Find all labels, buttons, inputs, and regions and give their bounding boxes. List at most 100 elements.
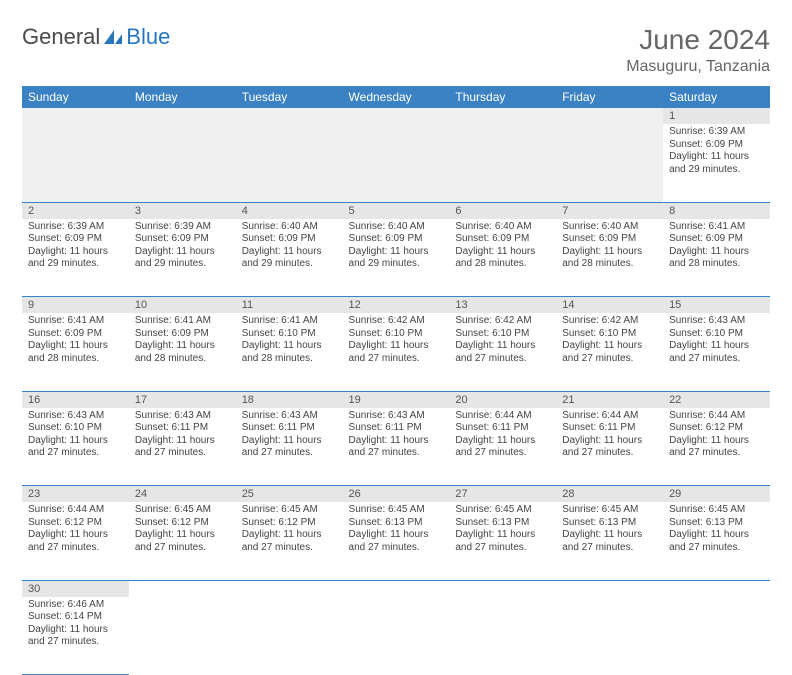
week-row: Sunrise: 6:41 AMSunset: 6:09 PMDaylight:… (22, 313, 770, 391)
day-sunset: Sunset: 6:14 PM (28, 611, 123, 624)
day-day2: and 29 minutes. (349, 258, 444, 271)
day-day1: Daylight: 11 hours (242, 246, 337, 259)
day-day1: Daylight: 11 hours (135, 529, 230, 542)
day-day1: Daylight: 11 hours (135, 340, 230, 353)
day-sunset: Sunset: 6:12 PM (242, 517, 337, 530)
day-cell: Sunrise: 6:39 AMSunset: 6:09 PMDaylight:… (663, 124, 770, 202)
day-number (449, 108, 556, 124)
day-sunrise: Sunrise: 6:39 AM (135, 221, 230, 234)
day-day2: and 27 minutes. (455, 542, 550, 555)
day-sunrise: Sunrise: 6:45 AM (669, 504, 764, 517)
day-number: 17 (129, 391, 236, 408)
day-day2: and 27 minutes. (669, 353, 764, 366)
day-day2: and 27 minutes. (135, 542, 230, 555)
logo: General Blue (22, 24, 170, 50)
daynum-row: 9101112131415 (22, 297, 770, 314)
weekday-header-row: Sunday Monday Tuesday Wednesday Thursday… (22, 86, 770, 108)
day-number: 2 (22, 202, 129, 219)
weekday-header: Tuesday (236, 86, 343, 108)
day-sunset: Sunset: 6:10 PM (242, 328, 337, 341)
day-cell (129, 597, 236, 675)
day-cell (236, 124, 343, 202)
day-day2: and 27 minutes. (562, 542, 657, 555)
daynum-row: 30 (22, 580, 770, 597)
day-sunrise: Sunrise: 6:40 AM (455, 221, 550, 234)
day-sunrise: Sunrise: 6:41 AM (28, 315, 123, 328)
day-sunrise: Sunrise: 6:44 AM (562, 410, 657, 423)
day-sunset: Sunset: 6:13 PM (562, 517, 657, 530)
day-sunrise: Sunrise: 6:41 AM (242, 315, 337, 328)
day-cell: Sunrise: 6:42 AMSunset: 6:10 PMDaylight:… (343, 313, 450, 391)
daynum-row: 1 (22, 108, 770, 124)
day-number: 13 (449, 297, 556, 314)
day-cell: Sunrise: 6:45 AMSunset: 6:13 PMDaylight:… (449, 502, 556, 580)
day-sunrise: Sunrise: 6:46 AM (28, 599, 123, 612)
day-sunrise: Sunrise: 6:40 AM (349, 221, 444, 234)
day-number: 18 (236, 391, 343, 408)
weekday-header: Saturday (663, 86, 770, 108)
day-sunset: Sunset: 6:13 PM (669, 517, 764, 530)
day-day2: and 28 minutes. (242, 353, 337, 366)
day-day2: and 27 minutes. (28, 636, 123, 649)
day-day2: and 27 minutes. (242, 447, 337, 460)
day-sunrise: Sunrise: 6:39 AM (669, 126, 764, 139)
day-number (22, 108, 129, 124)
day-day1: Daylight: 11 hours (28, 340, 123, 353)
day-sunrise: Sunrise: 6:40 AM (242, 221, 337, 234)
day-sunset: Sunset: 6:09 PM (669, 233, 764, 246)
day-day2: and 27 minutes. (562, 447, 657, 460)
day-day1: Daylight: 11 hours (28, 529, 123, 542)
day-day1: Daylight: 11 hours (135, 246, 230, 259)
day-number: 29 (663, 486, 770, 503)
daynum-row: 23242526272829 (22, 486, 770, 503)
day-day2: and 27 minutes. (349, 542, 444, 555)
day-sunset: Sunset: 6:09 PM (135, 328, 230, 341)
day-number (343, 108, 450, 124)
day-number: 24 (129, 486, 236, 503)
day-cell: Sunrise: 6:43 AMSunset: 6:11 PMDaylight:… (129, 408, 236, 486)
day-day1: Daylight: 11 hours (242, 529, 337, 542)
day-number: 10 (129, 297, 236, 314)
day-day2: and 27 minutes. (669, 542, 764, 555)
day-number: 3 (129, 202, 236, 219)
day-number: 21 (556, 391, 663, 408)
day-sunrise: Sunrise: 6:44 AM (28, 504, 123, 517)
day-sunrise: Sunrise: 6:44 AM (455, 410, 550, 423)
day-day2: and 27 minutes. (135, 447, 230, 460)
weekday-header: Thursday (449, 86, 556, 108)
day-sunrise: Sunrise: 6:42 AM (349, 315, 444, 328)
day-sunset: Sunset: 6:11 PM (455, 422, 550, 435)
day-number: 27 (449, 486, 556, 503)
day-number: 28 (556, 486, 663, 503)
day-cell (449, 597, 556, 675)
day-day2: and 27 minutes. (242, 542, 337, 555)
daynum-row: 16171819202122 (22, 391, 770, 408)
day-sunset: Sunset: 6:12 PM (135, 517, 230, 530)
day-number: 9 (22, 297, 129, 314)
day-number: 19 (343, 391, 450, 408)
day-day2: and 28 minutes. (135, 353, 230, 366)
day-cell: Sunrise: 6:40 AMSunset: 6:09 PMDaylight:… (236, 219, 343, 297)
day-sunset: Sunset: 6:09 PM (349, 233, 444, 246)
weekday-header: Sunday (22, 86, 129, 108)
day-sunrise: Sunrise: 6:45 AM (242, 504, 337, 517)
day-sunrise: Sunrise: 6:45 AM (135, 504, 230, 517)
day-cell: Sunrise: 6:41 AMSunset: 6:09 PMDaylight:… (22, 313, 129, 391)
day-sunset: Sunset: 6:09 PM (669, 139, 764, 152)
day-sunset: Sunset: 6:09 PM (242, 233, 337, 246)
day-day1: Daylight: 11 hours (455, 435, 550, 448)
weekday-header: Wednesday (343, 86, 450, 108)
location: Masuguru, Tanzania (626, 58, 770, 76)
day-day1: Daylight: 11 hours (669, 151, 764, 164)
day-sunset: Sunset: 6:11 PM (562, 422, 657, 435)
day-number: 5 (343, 202, 450, 219)
day-cell (449, 124, 556, 202)
day-day2: and 27 minutes. (562, 353, 657, 366)
day-day1: Daylight: 11 hours (562, 246, 657, 259)
day-number: 22 (663, 391, 770, 408)
day-day1: Daylight: 11 hours (349, 435, 444, 448)
day-sunset: Sunset: 6:13 PM (349, 517, 444, 530)
day-sunrise: Sunrise: 6:45 AM (562, 504, 657, 517)
day-sunset: Sunset: 6:11 PM (242, 422, 337, 435)
calendar-table: Sunday Monday Tuesday Wednesday Thursday… (22, 86, 770, 675)
